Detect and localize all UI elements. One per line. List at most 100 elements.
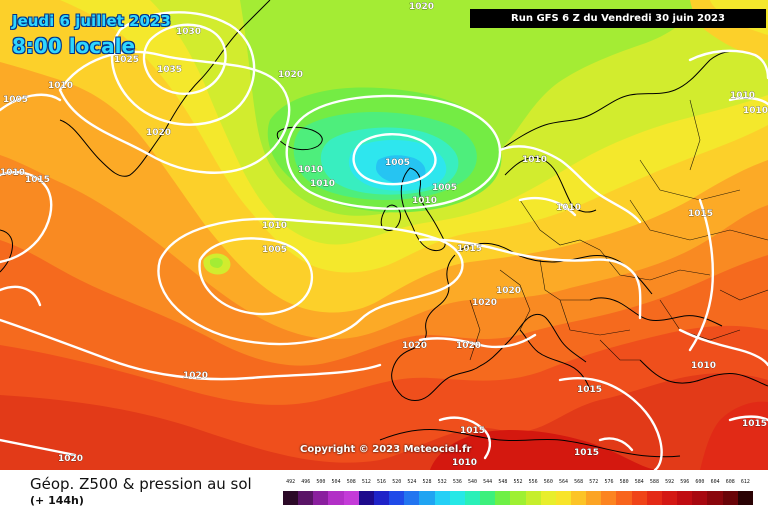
- legend-label: 612: [740, 479, 750, 485]
- weather-map: 1030 1025 1035 1010 1005 1020 1020 1020 …: [0, 0, 768, 470]
- isobar-label: 1010: [522, 155, 547, 165]
- copyright-notice: Copyright © 2023 Meteociel.fr: [300, 444, 472, 455]
- legend-swatch: [404, 491, 420, 505]
- legend-label: 608: [725, 479, 735, 485]
- legend-swatch: [616, 491, 632, 505]
- legend-swatch: [328, 491, 344, 505]
- isobar-label: 1020: [456, 341, 481, 351]
- z500-band-588-east: [700, 401, 768, 470]
- legend-swatch: [540, 491, 556, 505]
- isobar-label: 1010: [556, 203, 581, 213]
- borders: [469, 99, 768, 361]
- legend-label: 504: [331, 479, 341, 485]
- legend-label: 572: [589, 479, 599, 485]
- legend-label: 544: [483, 479, 493, 485]
- legend-label: 524: [407, 479, 417, 485]
- isobar-label: 1010: [412, 196, 437, 206]
- legend-label: 604: [710, 479, 720, 485]
- legend-label: 492: [286, 479, 296, 485]
- isobar-label: 1010: [48, 81, 73, 91]
- isobar-label: 1015: [460, 426, 485, 436]
- legend-label: 600: [695, 479, 705, 485]
- isobar-label: 1020: [183, 371, 208, 381]
- legend-swatch: [525, 491, 541, 505]
- legend-swatch: [646, 491, 662, 505]
- legend-swatch: [480, 491, 496, 505]
- legend-label: 532: [437, 479, 447, 485]
- isobar-label: 1005: [3, 95, 28, 105]
- run-info: Run GFS 6 Z du Vendredi 30 juin 2023: [470, 9, 766, 28]
- isobar-label: 1020: [146, 128, 171, 138]
- legend-label: 512: [361, 479, 371, 485]
- legend-swatch: [722, 491, 738, 505]
- legend-label: 500: [316, 479, 326, 485]
- isobar-label: 1020: [402, 341, 427, 351]
- z500-band-552-west: [210, 257, 223, 268]
- isobar-label: 1020: [278, 70, 303, 80]
- isobar-label: 1010: [452, 458, 477, 468]
- legend-label: 580: [619, 479, 629, 485]
- legend-swatch: [510, 491, 526, 505]
- isobar-label: 1020: [496, 286, 521, 296]
- legend-swatch: [449, 491, 465, 505]
- legend-swatch: [464, 491, 481, 505]
- isobar-label: 1005: [432, 183, 457, 193]
- legend-labels: 492 496 500 504 508 512 516 520 524 528 532 536 540 5…: [283, 479, 753, 489]
- legend-swatch: [358, 491, 374, 505]
- forecast-date: Jeudi 6 juillet 2023: [12, 12, 171, 30]
- legend-swatch: [434, 491, 450, 505]
- isobar-label: 1005: [385, 158, 410, 168]
- legend-swatch: [283, 491, 299, 505]
- isobar-label: 1015: [688, 209, 713, 219]
- legend-label: 528: [422, 479, 432, 485]
- legend-swatch: [373, 491, 390, 505]
- legend-swatch: [737, 491, 753, 505]
- lead-time: (+ 144h): [30, 494, 84, 507]
- isobar-label: 1010: [310, 179, 335, 189]
- legend-label: 540: [468, 479, 478, 485]
- legend-swatch: [586, 491, 602, 505]
- legend-label: 516: [377, 479, 387, 485]
- z500-band-532: [376, 155, 426, 184]
- isobars: [0, 11, 768, 470]
- color-legend: 492 496 500 504 508 512 516 520 524 528 532 536 540 5…: [283, 479, 753, 509]
- forecast-time: 8:00 locale: [12, 34, 136, 58]
- isobar-label: 1015: [25, 175, 50, 185]
- legend-label: 560: [543, 479, 553, 485]
- legend-swatch: [677, 491, 693, 505]
- isobar-label: 1010: [691, 361, 716, 371]
- isobar-label: 1010: [730, 91, 755, 101]
- isobar-label: 1030: [176, 27, 201, 37]
- isobar-labels: 1030 1025 1035 1010 1005 1020 1020 1020 …: [0, 2, 768, 468]
- isobar-label: 1010: [262, 221, 287, 231]
- legend-label: 576: [604, 479, 614, 485]
- legend-label: 588: [649, 479, 659, 485]
- legend-swatch: [631, 491, 647, 505]
- isobar-label: 1005: [262, 245, 287, 255]
- map-caption: Géop. Z500 & pression au sol: [30, 475, 252, 493]
- isobar-label: 1010: [743, 106, 768, 116]
- legend-swatch: [343, 491, 359, 505]
- legend-swatch: [601, 491, 617, 505]
- legend-swatch: [313, 491, 329, 505]
- legend-swatch: [661, 491, 678, 505]
- legend-swatch: [570, 491, 587, 505]
- coastlines: [0, 0, 768, 458]
- legend-label: 592: [665, 479, 675, 485]
- legend-swatch: [495, 491, 511, 505]
- isobar-label: 1020: [472, 298, 497, 308]
- legend-label: 596: [680, 479, 690, 485]
- z500-band-592-sahara: [430, 430, 660, 470]
- isobar-label: 1015: [457, 244, 482, 254]
- legend-swatch: [692, 491, 708, 505]
- legend-label: 564: [558, 479, 568, 485]
- legend-label: 556: [528, 479, 538, 485]
- isobar-label: 1015: [742, 419, 767, 429]
- legend-label: 536: [452, 479, 462, 485]
- legend-label: 496: [301, 479, 311, 485]
- legend-label: 568: [574, 479, 584, 485]
- legend-swatch: [555, 491, 571, 505]
- legend-label: 584: [634, 479, 644, 485]
- legend-swatch: [298, 491, 314, 505]
